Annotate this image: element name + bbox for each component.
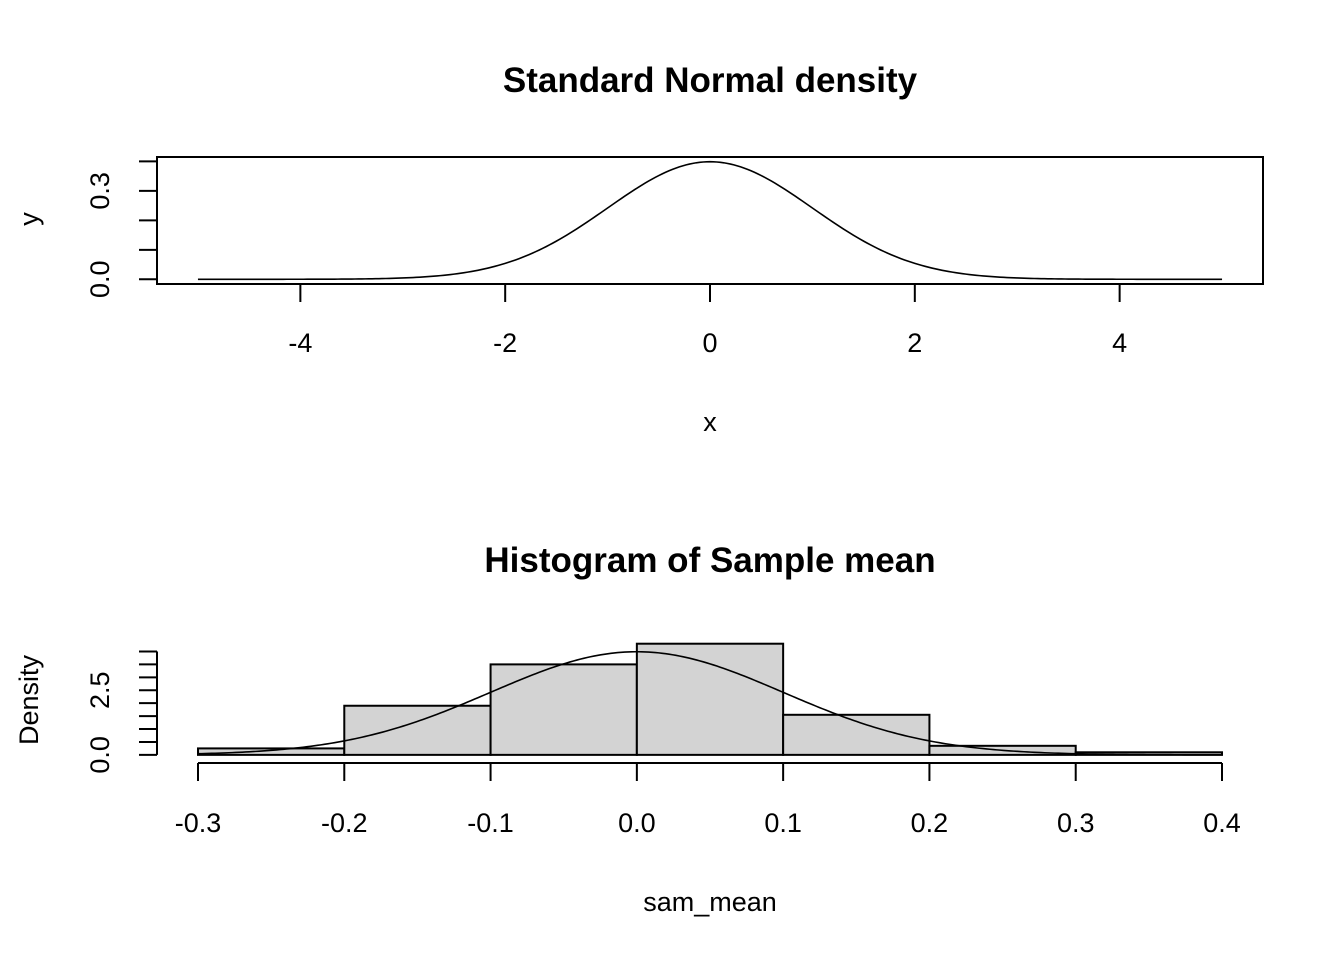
x-tick-label: -0.3 (175, 808, 222, 838)
x-axis-label-2: sam_mean (643, 887, 777, 917)
x-tick-label: 4 (1112, 328, 1127, 358)
histogram-bar (635, 642, 785, 756)
histogram-bar (197, 747, 346, 756)
x-axis-label-1: x (703, 407, 717, 437)
y-axis-1: 0.0 0.3 (85, 160, 158, 299)
x-tick-label: -4 (288, 328, 312, 358)
density-curve-1 (197, 160, 1223, 281)
x-tick-label: -0.1 (467, 808, 514, 838)
y-tick-label: 0.3 (85, 172, 115, 210)
x-tick-label: 0 (702, 328, 717, 358)
chart-title-1: Standard Normal density (503, 61, 918, 100)
x-tick-label: -0.2 (321, 808, 368, 838)
x-axis-2: -0.3 -0.2 -0.1 0.0 0.1 0.2 0.3 0.4 (175, 762, 1241, 838)
x-tick-label: 0.1 (764, 808, 802, 838)
histogram-bar (489, 663, 638, 756)
panel-histogram: Histogram of Sample mean -0.3 -0.2 -0.1 0.0… (14, 541, 1241, 917)
x-tick-label: 0.4 (1203, 808, 1241, 838)
y-tick-label: 0.0 (85, 261, 115, 299)
x-tick-label: 0.0 (618, 808, 656, 838)
histogram-bar (343, 704, 492, 756)
histogram-bars (197, 642, 1223, 756)
x-tick-label: -2 (493, 328, 517, 358)
y-axis-label-2: Density (14, 654, 44, 745)
chart-title-2: Histogram of Sample mean (484, 541, 935, 580)
x-axis-1: -4 -2 0 2 4 (288, 283, 1127, 358)
y-axis-label-1: y (14, 212, 44, 226)
y-tick-label: 2.5 (85, 671, 115, 709)
y-axis-2: 0.0 2.5 (85, 650, 158, 774)
y-tick-label: 0.0 (85, 736, 115, 774)
plot-frame-1 (156, 156, 1264, 285)
x-tick-label: 2 (907, 328, 922, 358)
x-tick-label: 0.2 (911, 808, 949, 838)
density-curve-2 (197, 650, 1222, 756)
panel-standard-normal: Standard Normal density -4 -2 0 2 4 0.0 0.3 x… (14, 61, 1264, 437)
x-tick-label: 0.3 (1057, 808, 1095, 838)
